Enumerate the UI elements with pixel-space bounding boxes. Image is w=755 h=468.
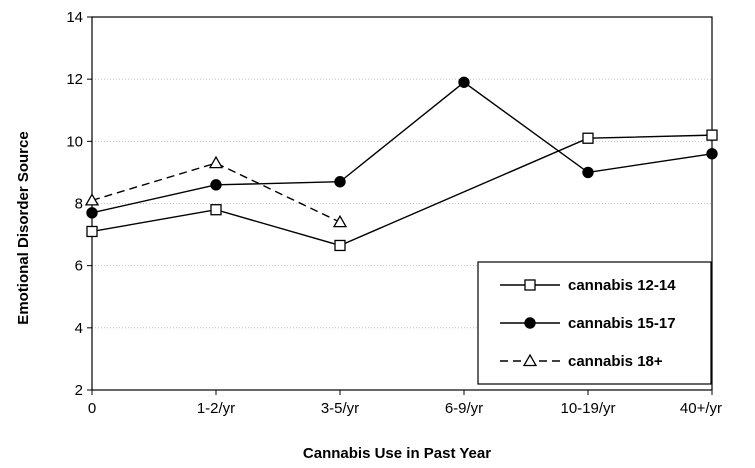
legend-box	[477, 261, 712, 385]
axis-ticks: 2 4 6 8 10 12 14 0 1-2/yr 3-5/yr 6-9/yr 10-19/yr 40+…	[66, 9, 722, 417]
y-tick-label: 12	[66, 71, 83, 88]
data-point	[208, 155, 224, 169]
y-tick-label: 6	[75, 258, 83, 275]
data-point	[86, 225, 98, 238]
x-tick-label: 0	[88, 400, 96, 417]
legend-label: cannabis 15-17	[568, 315, 676, 332]
data-point	[706, 129, 718, 141]
data-point	[86, 207, 98, 219]
data-point	[332, 214, 348, 228]
y-tick-label: 4	[75, 320, 83, 337]
data-point	[210, 179, 222, 191]
y-tick-label: 14	[66, 9, 83, 26]
series-line	[91, 134, 713, 247]
series-line	[91, 162, 341, 223]
x-tick-label: 40+/yr	[680, 400, 722, 417]
series-line	[91, 81, 713, 214]
legend-item: cannabis 12-14	[500, 277, 676, 294]
x-tick-label: 6-9/yr	[445, 400, 483, 417]
legend: cannabis 12-14 cannabis 15-17 cannabis 18+	[477, 261, 712, 385]
series-group	[84, 76, 718, 252]
series-1	[86, 129, 718, 252]
y-axis-label: Emotional Disorder Source	[15, 131, 32, 324]
x-tick-label: 1-2/yr	[197, 400, 235, 417]
legend-label: cannabis 18+	[568, 353, 663, 370]
legend-label: cannabis 12-14	[568, 277, 676, 294]
data-point	[84, 193, 100, 206]
series-2	[86, 76, 718, 219]
data-point	[334, 176, 346, 188]
x-tick-label: 10-19/yr	[560, 400, 615, 417]
data-point	[582, 166, 594, 179]
y-tick-label: 2	[75, 382, 83, 399]
data-point	[334, 239, 346, 252]
data-point	[458, 76, 470, 88]
legend-item: cannabis 18+	[500, 353, 663, 370]
data-point	[582, 132, 594, 144]
legend-marker	[522, 353, 538, 367]
series-3	[84, 155, 348, 228]
legend-marker	[524, 279, 536, 291]
legend-marker	[524, 317, 536, 329]
x-tick-label: 3-5/yr	[321, 400, 359, 417]
y-tick-label: 8	[75, 196, 83, 213]
legend-item: cannabis 15-17	[500, 315, 676, 332]
data-point	[210, 204, 222, 216]
x-axis-label: Cannabis Use in Past Year	[303, 445, 491, 462]
y-tick-label: 10	[66, 133, 83, 150]
data-point	[706, 148, 718, 160]
